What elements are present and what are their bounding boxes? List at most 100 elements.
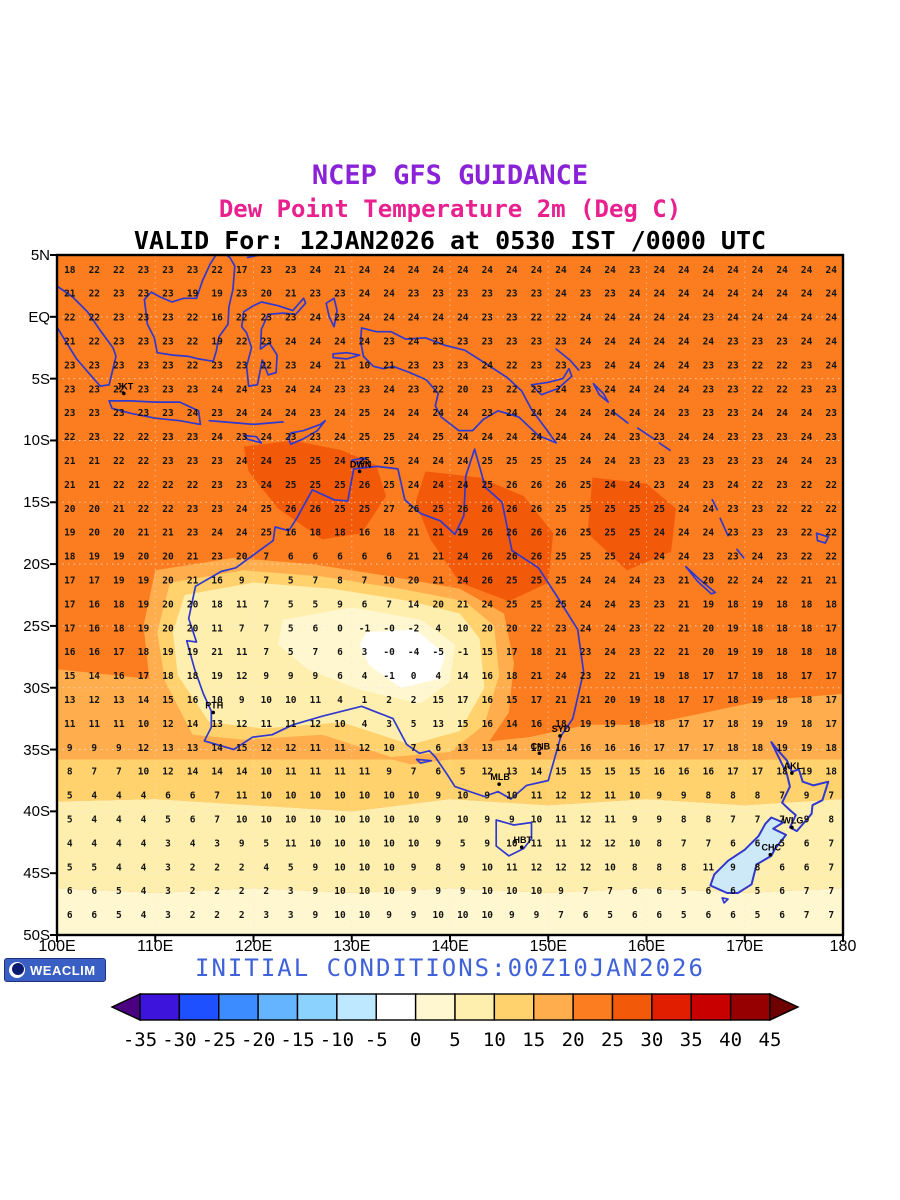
grid-value: 18 — [825, 599, 837, 610]
grid-value: 5 — [91, 862, 97, 873]
grid-value: 20 — [89, 528, 101, 539]
grid-value: 24 — [752, 576, 764, 587]
grid-value: 24 — [801, 456, 813, 467]
grid-value: 11 — [604, 815, 616, 826]
grid-value: 19 — [776, 719, 788, 730]
grid-value: 7 — [730, 815, 736, 826]
grid-value: 14 — [457, 671, 469, 682]
grid-value: 18 — [776, 647, 788, 658]
grid-value: 10 — [383, 576, 395, 587]
x-axis-label: 170E — [726, 938, 764, 955]
grid-value: 26 — [531, 528, 543, 539]
grid-value: 6 — [435, 743, 441, 754]
grid-value: 23 — [752, 337, 764, 348]
grid-value: 10 — [383, 838, 395, 849]
grid-value: 24 — [531, 408, 543, 419]
x-axis-label: 130E — [333, 938, 371, 955]
grid-value: 6 — [779, 862, 785, 873]
grid-value: 10 — [261, 767, 273, 778]
grid-value: 24 — [555, 408, 567, 419]
grid-value: 24 — [727, 265, 739, 276]
grid-value: 9 — [239, 838, 245, 849]
grid-value: 17 — [506, 647, 517, 658]
grid-value: 14 — [211, 743, 223, 754]
grid-value: 12 — [555, 791, 566, 802]
grid-value: 19 — [752, 647, 764, 658]
grid-value: 23 — [506, 289, 518, 300]
grid-value: 9 — [337, 599, 343, 610]
grid-value: 18 — [776, 599, 788, 610]
grid-value: 15 — [604, 767, 616, 778]
grid-value: 23 — [482, 337, 494, 348]
grid-value: 15 — [482, 647, 494, 658]
grid-value: 24 — [482, 432, 494, 443]
grid-value: 20 — [162, 576, 174, 587]
grid-value: 16 — [678, 767, 690, 778]
grid-value: 23 — [334, 384, 346, 395]
grid-value: 19 — [113, 576, 125, 587]
grid-value: 24 — [678, 480, 690, 491]
grid-value: 12 — [359, 743, 370, 754]
grid-value: 24 — [432, 313, 444, 324]
grid-value: 23 — [138, 408, 150, 419]
grid-value: 18 — [506, 671, 518, 682]
grid-value: 10 — [334, 815, 346, 826]
grid-value: 14 — [531, 767, 543, 778]
coastline-melville — [350, 456, 368, 465]
grid-value: 25 — [531, 576, 543, 587]
grid-value: 14 — [408, 599, 420, 610]
grid-value: 13 — [482, 743, 494, 754]
grid-value: 24 — [580, 623, 592, 634]
grid-value: 24 — [801, 337, 813, 348]
grid-value: 23 — [703, 456, 715, 467]
grid-value: 23 — [432, 360, 444, 371]
x-axis-label: 120E — [234, 938, 273, 955]
grid-value: 23 — [776, 552, 788, 563]
grid-value: 23 — [138, 360, 150, 371]
grid-value: 10 — [482, 910, 494, 921]
grid-value: 9 — [730, 862, 736, 873]
grid-value: 8 — [755, 791, 761, 802]
grid-value: 25 — [383, 432, 395, 443]
x-axis-label: 160E — [627, 938, 666, 955]
grid-value: 23 — [162, 408, 174, 419]
grid-value: 24 — [801, 265, 813, 276]
grid-value: 25 — [261, 528, 273, 539]
map-canvas: 18 22 22 23 23 23 22 17 23 23 24 21 24 24 24 24 24 24 24 24… — [50, 253, 845, 942]
grid-value: 10 — [383, 862, 395, 873]
grid-value: 16 — [113, 671, 125, 682]
colorbar-cell — [690, 993, 732, 1021]
y-axis-label: 30S — [23, 679, 50, 697]
grid-value: 24 — [580, 408, 592, 419]
grid-value: 14 — [506, 743, 518, 754]
grid-value: 10 — [334, 862, 346, 873]
grid-value: 10 — [285, 815, 297, 826]
grid-value: 18 — [776, 695, 788, 706]
grid-value: 23 — [113, 313, 125, 324]
grid-value: 24 — [236, 384, 248, 395]
grid-value: 11 — [285, 767, 297, 778]
grid-value: 18 — [727, 719, 739, 730]
grid-value: 23 — [654, 599, 666, 610]
grid-value: 24 — [801, 408, 813, 419]
grid-value: 23 — [187, 504, 199, 515]
colorbar-cell — [139, 993, 181, 1021]
grid-value: 18 — [383, 528, 395, 539]
grid-value: 21 — [187, 576, 199, 587]
grid-value: 22 — [138, 480, 149, 491]
grid-value: 23 — [776, 528, 788, 539]
grid-value: 23 — [138, 313, 150, 324]
city-dot-pth — [211, 710, 216, 715]
grid-value: 22 — [801, 480, 812, 491]
grid-value: 7 — [804, 910, 810, 921]
grid-value: 6 — [67, 886, 73, 897]
grid-value: 9 — [263, 671, 269, 682]
grid-value: 24 — [334, 337, 346, 348]
grid-value: 6 — [337, 647, 343, 658]
grid-value: 18 — [678, 671, 690, 682]
grid-value: 5 — [681, 886, 687, 897]
grid-value: 19 — [801, 743, 813, 754]
grid-value: 24 — [604, 623, 616, 634]
grid-value: 22 — [113, 480, 124, 491]
grid-value: 19 — [654, 671, 666, 682]
